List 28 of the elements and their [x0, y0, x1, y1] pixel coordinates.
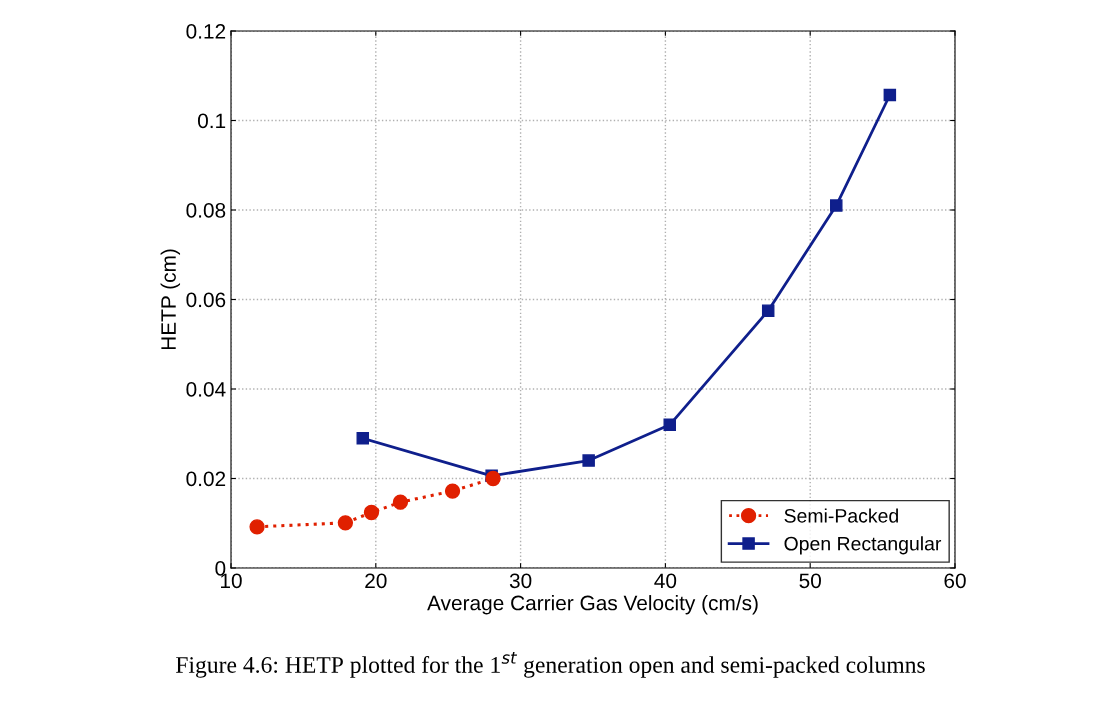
y-tick-label: 0.1	[197, 113, 226, 129]
y-tick-label: 0.12	[186, 24, 226, 39]
point	[883, 88, 897, 102]
point	[337, 515, 354, 531]
y-tick-label: 0.08	[186, 203, 226, 218]
point	[356, 431, 370, 445]
y-axis-title: HETP (cm)	[160, 249, 181, 350]
legend-label: Open Rectangular	[784, 536, 942, 555]
point	[761, 304, 775, 317]
x-tick-label: 60	[944, 573, 966, 589]
y-tick-label: 0.04	[186, 382, 226, 397]
caption: Figure 4.6: HETP plotted for the 1$^{st}$ generation open and semi-packed columns	[176, 652, 925, 678]
point	[363, 504, 380, 521]
y-tick-label: 0.02	[186, 471, 226, 487]
x-tick-label: 30	[509, 573, 532, 589]
point	[249, 519, 265, 535]
y-tick-label: 0.06	[186, 292, 226, 308]
x-tick-label: 50	[799, 573, 821, 589]
x-tick-label: 20	[365, 573, 387, 589]
point	[582, 454, 595, 467]
x-tick-label: 40	[654, 573, 677, 589]
x-axis-title: Average Carrier Gas Velocity (cm/s)	[427, 595, 758, 615]
point	[485, 470, 501, 487]
point	[392, 494, 409, 510]
point	[663, 418, 676, 432]
point	[830, 199, 843, 212]
point	[444, 483, 461, 499]
legend-label: Semi-Packed	[784, 508, 898, 523]
